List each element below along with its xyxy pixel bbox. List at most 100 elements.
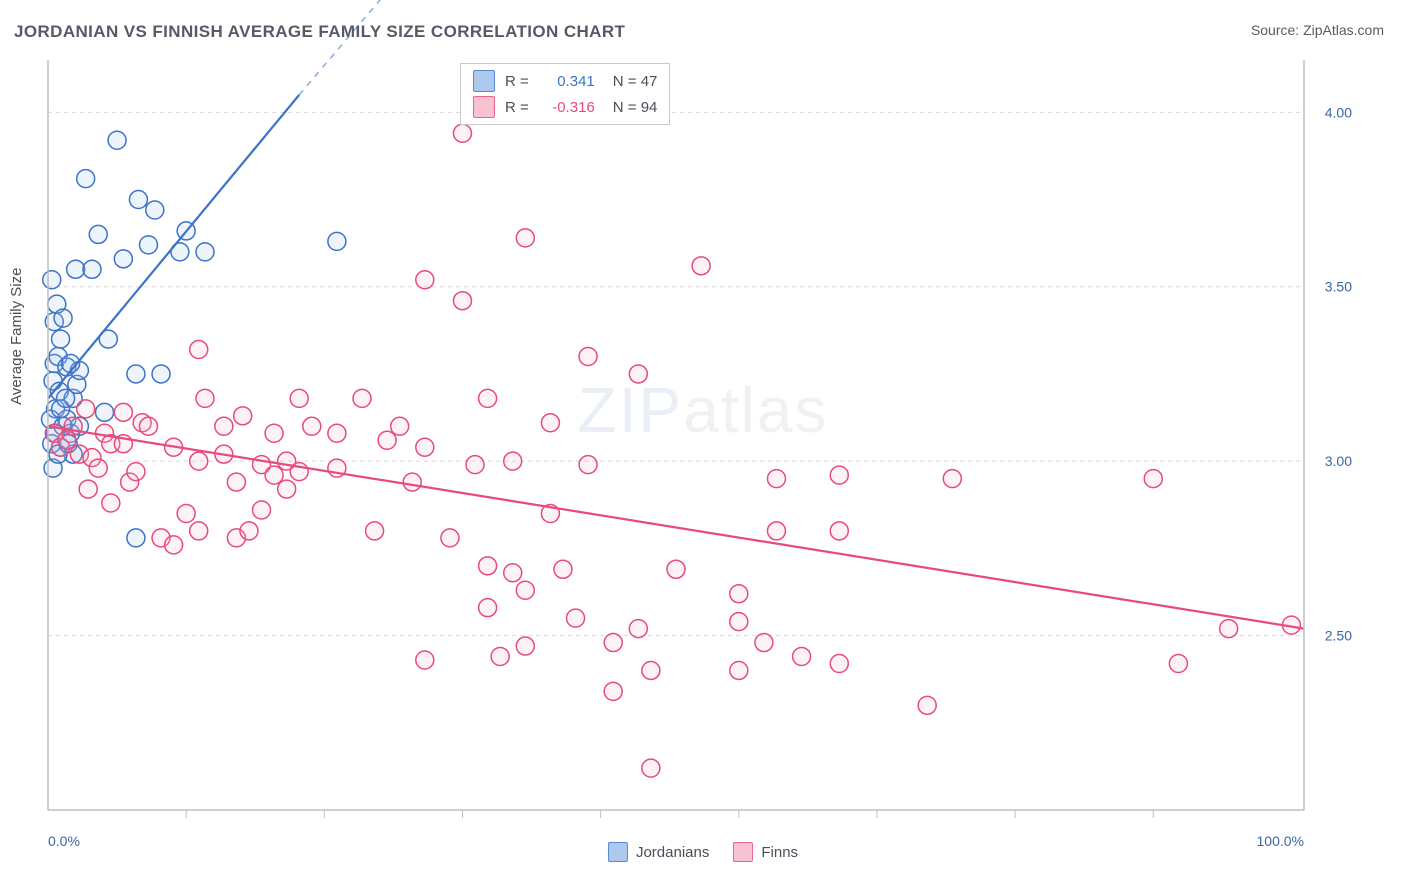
finns-point (278, 480, 296, 498)
finns-point (79, 480, 97, 498)
finns-point (629, 620, 647, 638)
swatch-finns (473, 96, 495, 118)
finns-point (604, 634, 622, 652)
legend-row-jordanians: R = 0.341 N = 47 (461, 68, 669, 94)
finns-point (378, 431, 396, 449)
x-tick-label: 100.0% (1257, 833, 1304, 849)
finns-point (767, 470, 785, 488)
r-value-finns: -0.316 (539, 99, 595, 116)
finns-point (793, 648, 811, 666)
jordanians-point (114, 250, 132, 268)
jordanians-point (67, 260, 85, 278)
jordanians-point (146, 201, 164, 219)
finns-point (190, 341, 208, 359)
jordanians-point (139, 236, 157, 254)
finns-point (479, 389, 497, 407)
legend: Jordanians Finns (608, 842, 798, 862)
finns-point (479, 557, 497, 575)
finns-point (127, 463, 145, 481)
y-tick-label: 2.50 (1325, 628, 1352, 644)
finns-point (303, 417, 321, 435)
finns-point (730, 585, 748, 603)
jordanians-point (129, 191, 147, 209)
finns-point (767, 522, 785, 540)
r-value-jordanians: 0.341 (539, 73, 595, 90)
finns-point (567, 609, 585, 627)
jordanians-point (152, 365, 170, 383)
finns-point (403, 473, 421, 491)
jordanians-point (196, 243, 214, 261)
finns-point (227, 473, 245, 491)
jordanians-point (89, 225, 107, 243)
finns-point (453, 292, 471, 310)
legend-item-jordanians: Jordanians (608, 842, 709, 862)
y-tick-label: 4.00 (1325, 104, 1352, 120)
jordanians-trend-line (48, 95, 299, 398)
jordanians-point (328, 232, 346, 250)
legend-swatch (733, 842, 753, 862)
y-tick-label: 3.00 (1325, 453, 1352, 469)
finns-point (642, 759, 660, 777)
jordanians-point (127, 365, 145, 383)
jordanians-trend-line-extrapolated (299, 0, 462, 95)
finns-point (77, 400, 95, 418)
finns-point (642, 661, 660, 679)
swatch-jordanians (473, 70, 495, 92)
finns-point (491, 648, 509, 666)
jordanians-point (57, 389, 75, 407)
finns-point (139, 417, 157, 435)
finns-point (504, 564, 522, 582)
finns-point (416, 271, 434, 289)
finns-point (516, 581, 534, 599)
jordanians-point (83, 260, 101, 278)
finns-point (190, 452, 208, 470)
jordanians-point (54, 309, 72, 327)
y-tick-label: 3.50 (1325, 279, 1352, 295)
finns-point (265, 424, 283, 442)
finns-point (830, 522, 848, 540)
finns-point (102, 494, 120, 512)
finns-point (667, 560, 685, 578)
n-value-jordanians: N = 47 (613, 73, 658, 90)
finns-point (1144, 470, 1162, 488)
finns-point (165, 536, 183, 554)
jordanians-point (43, 271, 61, 289)
finns-point (755, 634, 773, 652)
finns-point (629, 365, 647, 383)
finns-point (541, 414, 559, 432)
finns-point (943, 470, 961, 488)
finns-point (604, 682, 622, 700)
finns-point (114, 403, 132, 421)
finns-trend-line (48, 426, 1304, 628)
finns-point (391, 417, 409, 435)
scatter-chart: 0.0%100.0%2.503.003.504.00 (0, 0, 1406, 892)
finns-point (516, 229, 534, 247)
finns-point (234, 407, 252, 425)
legend-item-finns: Finns (733, 842, 798, 862)
r-label: R = (505, 99, 529, 116)
finns-point (416, 438, 434, 456)
finns-point (328, 424, 346, 442)
finns-point (240, 522, 258, 540)
finns-point (190, 522, 208, 540)
finns-point (1220, 620, 1238, 638)
finns-point (1169, 654, 1187, 672)
finns-point (730, 661, 748, 679)
finns-point (479, 599, 497, 617)
legend-row-finns: R = -0.316 N = 94 (461, 94, 669, 120)
n-value-finns: N = 94 (613, 99, 658, 116)
r-label: R = (505, 73, 529, 90)
jordanians-point (127, 529, 145, 547)
finns-point (89, 459, 107, 477)
finns-point (554, 560, 572, 578)
finns-point (730, 613, 748, 631)
finns-point (516, 637, 534, 655)
legend-swatch (608, 842, 628, 862)
legend-label: Finns (761, 844, 798, 861)
finns-point (265, 466, 283, 484)
legend-label: Jordanians (636, 844, 709, 861)
finns-point (196, 389, 214, 407)
finns-point (353, 389, 371, 407)
finns-point (579, 456, 597, 474)
finns-point (830, 466, 848, 484)
